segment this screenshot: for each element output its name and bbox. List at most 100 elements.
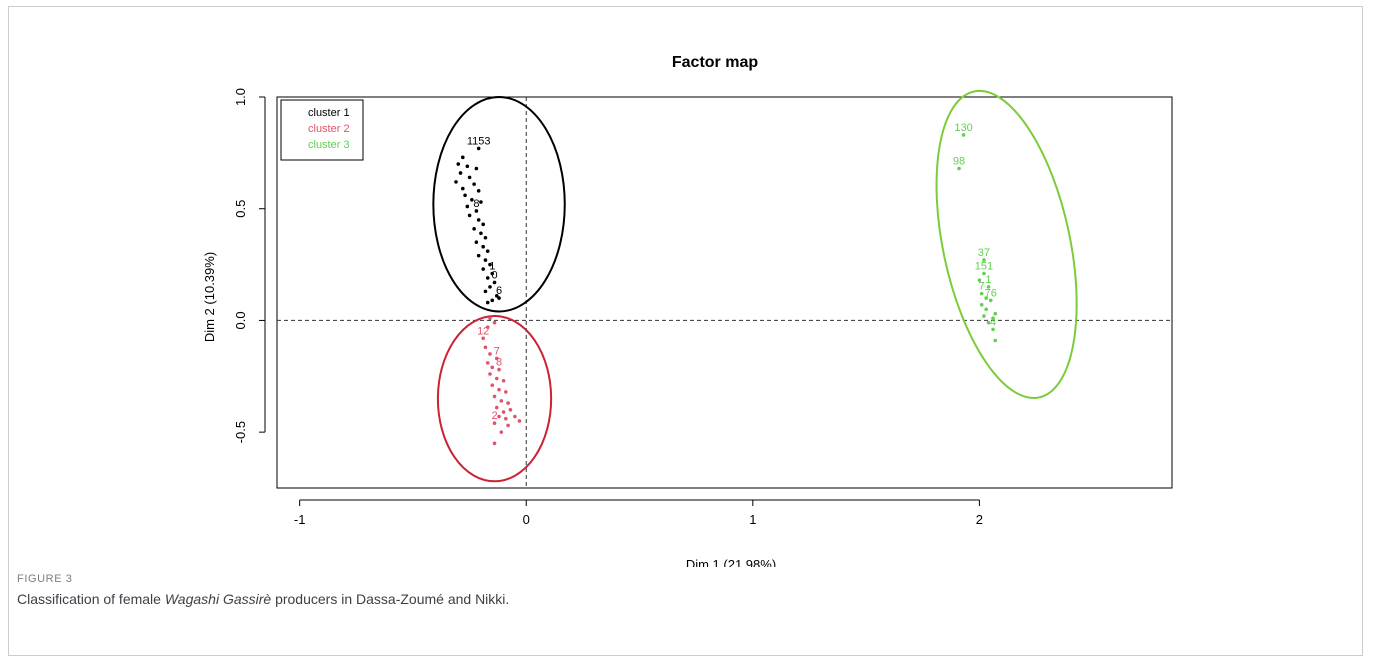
cluster-1-point [454,180,458,184]
cluster-3-point-label: 76 [985,287,997,299]
cluster-2-point-label: 12 [477,325,489,337]
cluster-2-point [513,414,517,419]
cluster-1-point [460,186,465,191]
cluster-2-point [501,378,506,383]
cluster-2-point [504,416,508,421]
cluster-3-point [961,133,966,137]
cluster-1-point-label: 1 [489,261,495,273]
y-tick-label: 1.0 [233,88,248,106]
cluster-1-point [479,200,483,204]
legend-entry-cluster-1: cluster 1 [308,107,350,119]
cluster-3-point [977,278,982,283]
cluster-1-point [488,285,492,289]
cluster-1-point [476,218,481,222]
cluster-1-point-label: 1153 [467,135,491,147]
cluster-2-point-label: 8 [496,357,502,369]
caption-text-start: Classification of female [17,591,165,607]
cluster-1-point [463,193,467,198]
cluster-2-point [488,372,492,376]
cluster-3-point [984,307,989,312]
cluster-2-point [485,361,490,365]
x-tick-label: 0 [523,512,530,527]
x-tick-label: 1 [749,512,756,527]
cluster-2-point [501,410,506,414]
cluster-3-point [986,285,991,289]
cluster-1-point [470,197,474,202]
cluster-3-point [991,327,995,332]
cluster-1-point [458,171,463,175]
cluster-1-point [481,267,485,271]
cluster-3-point [984,296,989,300]
cluster-1-ellipse [432,96,566,313]
cluster-1-point [476,189,481,193]
cluster-2-point [492,320,497,325]
cluster-1-point [485,276,490,280]
cluster-1-point [460,155,465,160]
cluster-2-point [492,441,497,446]
cluster-3-point [993,311,998,316]
y-tick-label: -0.5 [233,421,248,443]
cluster-3-point [993,338,998,343]
y-tick-label: 0.5 [233,200,248,218]
y-tick-label: 0.0 [233,311,248,329]
cluster-3-point-label: 37 [978,247,990,259]
cluster-2-point [492,394,497,399]
cluster-2-point [494,376,499,381]
x-axis-label: Dim 1 (21.98%) [686,557,776,567]
cluster-1-point [490,271,495,276]
cluster-2-point-label: 7 [494,345,500,357]
cluster-2-point [494,356,499,361]
cluster-1-point [490,298,495,303]
cluster-3-point [986,320,991,325]
cluster-2-point [517,419,522,423]
cluster-3-point [991,316,995,320]
figure-label: FIGURE 3 [17,573,73,585]
cluster-2-point [497,367,501,372]
cluster-1-point [467,175,472,180]
cluster-2-point [497,387,501,392]
cluster-1-point [456,162,461,166]
cluster-1-point [476,253,481,258]
cluster-3-point-label: 151 [975,261,993,273]
cluster-2-point [481,336,485,341]
cluster-2-point [490,365,495,370]
cluster-1-point [485,300,490,305]
cluster-3-point [982,271,986,276]
cluster-3-point [988,298,993,303]
cluster-3-point-label: 7 [979,281,985,293]
cluster-1-point [476,146,481,151]
figure-frame: Factor map -1 0 1 2 -0.5 0.0 0.5 1.0 1153 8 1 0 6 12 7… [8,6,1363,656]
cluster-2-point [499,399,504,403]
legend-box [280,99,364,161]
cluster-1-point [479,231,483,236]
cluster-1-point [483,289,488,294]
factor-map-chart: Factor map -1 0 1 2-0.50.00.51.011538106127… [202,54,1173,567]
caption-italic-term: Wagashi Gassirè [164,591,272,607]
y-axis-label: Dim 2 (10.39%) [202,252,217,342]
cluster-1-point [474,166,479,171]
cluster-3-point [979,302,984,307]
cluster-1-point [474,240,479,245]
cluster-1-point [474,209,479,213]
x-tick-label: 2 [976,512,983,527]
cluster-1-point [492,280,497,285]
cluster-2-point [483,345,488,350]
legend-entry-cluster-3: cluster 3 [308,139,350,151]
cluster-2-ellipse [436,314,553,483]
cluster-3-point [982,258,986,262]
cluster-1-point [488,262,492,267]
chart-title: Factor map [672,54,758,71]
cluster-1-point [467,213,472,218]
cluster-1-point [481,222,485,227]
figure-caption-text: Classification of female Wagashi Gassirè… [17,591,509,607]
cluster-1-point [494,294,499,298]
cluster-2-point [508,408,513,412]
cluster-2-point [488,316,492,320]
cluster-2-point [492,421,497,426]
cluster-3-point-label: 1 [985,274,991,286]
cluster-1-point-label: 6 [496,285,502,297]
cluster-2-point [490,383,495,388]
cluster-1-point [497,296,501,300]
cluster-2-point [504,390,508,394]
cluster-1-point-label: 8 [473,198,479,210]
